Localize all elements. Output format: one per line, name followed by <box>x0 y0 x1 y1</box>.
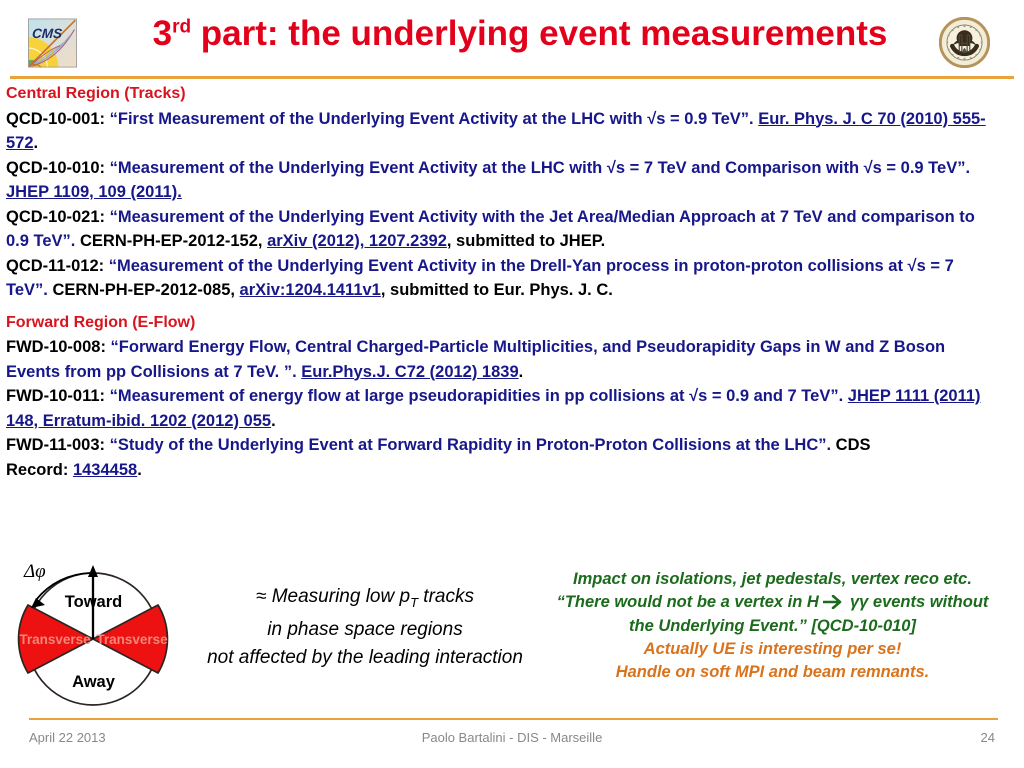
svg-text:CMS: CMS <box>32 26 63 41</box>
